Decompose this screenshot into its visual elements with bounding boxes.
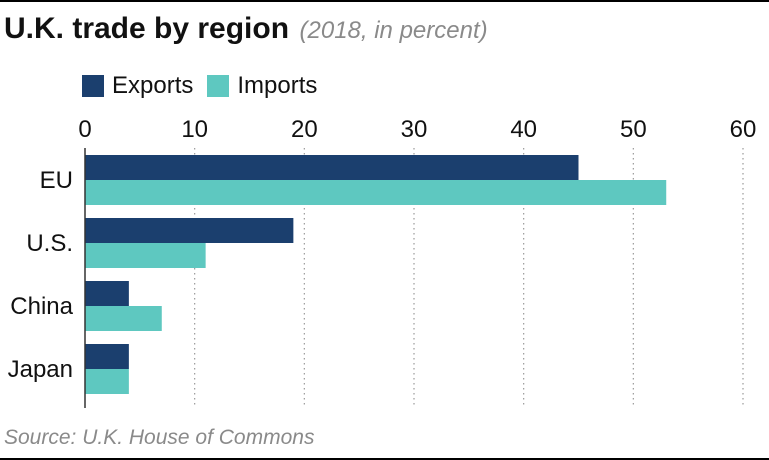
bottom-rule (0, 458, 769, 460)
import-bar (85, 243, 206, 268)
x-tick-label: 50 (620, 116, 647, 143)
export-bar (85, 281, 129, 306)
x-tick-label: 30 (401, 116, 428, 143)
legend-label-imports: Imports (237, 72, 318, 99)
x-tick-label: 10 (181, 116, 208, 143)
legend-swatch-exports (82, 75, 104, 97)
source-note: Source: U.K. House of Commons (4, 426, 315, 449)
import-bar (85, 369, 129, 394)
legend-label-exports: Exports (112, 72, 194, 99)
x-tick-label: 40 (510, 116, 537, 143)
title-row: U.K. trade by region (2018, in percent) (4, 12, 488, 46)
chart-title: U.K. trade by region (4, 12, 290, 45)
export-bar (85, 155, 579, 180)
y-category-label: U.S. (26, 230, 73, 257)
x-tick-label: 60 (730, 116, 757, 143)
top-rule (0, 0, 769, 2)
x-tick-label: 20 (291, 116, 318, 143)
x-tick-label: 0 (78, 116, 91, 143)
legend-item-exports: Exports (82, 72, 193, 100)
y-category-label: China (10, 293, 73, 320)
import-bar (85, 306, 162, 331)
export-bar (85, 344, 129, 369)
legend: Exports Imports (82, 72, 317, 100)
import-bar (85, 180, 667, 205)
y-category-label: Japan (8, 356, 73, 383)
legend-swatch-imports (207, 75, 230, 97)
chart-subtitle: (2018, in percent) (299, 17, 488, 44)
export-bar (85, 218, 294, 243)
legend-item-imports: Imports (207, 72, 317, 100)
y-category-label: EU (40, 167, 73, 194)
